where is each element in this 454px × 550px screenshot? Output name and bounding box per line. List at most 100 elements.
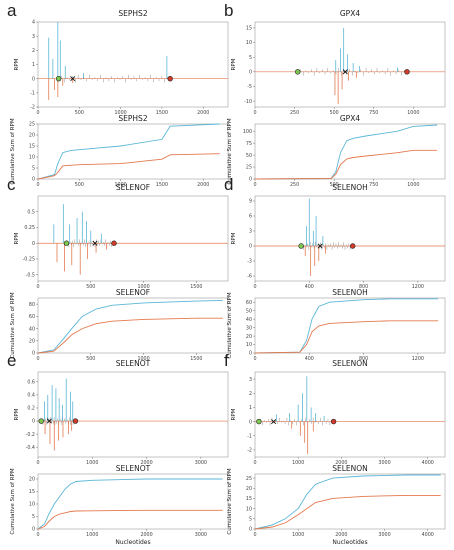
panel-b-rpm-xtick-label: 500	[330, 110, 339, 116]
panel-a-rpm-ytick-label: -2	[30, 105, 35, 111]
panel-b-cumsum-ytick-label: 0	[249, 177, 252, 183]
panel-a-rpm-ytick-label: 0	[32, 76, 35, 82]
panel-e-rpm-title: SELENOT	[116, 359, 151, 368]
panel-a-rpm-xtick-label: 500	[75, 110, 84, 116]
panel-e-rpm-xtick-label: 3000	[195, 460, 207, 466]
panel-c-cumsum-xtick-label: 500	[86, 356, 95, 362]
panel-b-rpm-stop-codon-marker	[404, 69, 410, 75]
panel-a-rpm-xtick-label: 2000	[197, 110, 209, 116]
panel-a-cumsum-xtick-label: 1500	[156, 182, 168, 188]
panel-c-rpm-ytick-label: 0.5	[27, 209, 35, 215]
panel-b-cumsum-xtick-label: 750	[369, 182, 378, 188]
panel-a-rpm-start-codon-marker	[55, 75, 62, 82]
panel-d-cumsum-series-blue	[254, 298, 439, 354]
panel-c-rpm-xtick-label: 0	[36, 284, 39, 290]
panel-f-rpm-title: SELENON	[332, 359, 368, 368]
panel-e-cumsum-ytick-label: 20	[29, 477, 35, 483]
panel-f-rpm-ytick-label: 3	[249, 377, 252, 383]
panel-e-rpm-ytick-label: 0	[32, 419, 35, 425]
panel-f-rpm-sec-codon-marker	[271, 419, 277, 425]
panel-c-rpm-sec-codon-marker	[92, 240, 98, 246]
panel-b-rpm-ytick-label: -10	[244, 99, 252, 105]
panel-e-rpm-stop-codon-marker	[72, 418, 79, 424]
panel-d-rpm-xtick-label: 400	[305, 284, 314, 290]
panel-e-cumsum-ylabel: Cumulative Sum of RPM	[10, 468, 16, 534]
panel-f-rpm-xtick-label: 4000	[422, 460, 434, 466]
panel-f-rpm-ytick-label: 2	[249, 391, 252, 397]
panel-b-cumsum-xtick-label: 0	[253, 182, 256, 188]
panel-f-cumsum-xtick-label: 1000	[292, 532, 304, 538]
panel-f-rpm-ytick-label: 1	[249, 405, 252, 411]
panel-c-rpm-xtick-label: 1000	[137, 284, 149, 290]
panel-f-rpm-ytick-label: -2	[247, 448, 252, 454]
panel-f-rpm-ytick-label: 0	[249, 419, 252, 425]
panel-b-cumsum-title: GPX4	[340, 114, 360, 123]
panel-e-cumsum-ytick-label: 15	[29, 489, 35, 495]
panel-b-rpm-start-codon-marker	[295, 69, 301, 75]
panel-c-cumsum-ylabel: Cumulative Sum of RPM	[10, 292, 16, 358]
panel-a-rpm-ytick-label: 3	[32, 34, 35, 40]
panel-c-cumsum-ytick-label: 0	[32, 351, 35, 357]
panel-e-rpm-xtick-label: 0	[36, 460, 39, 466]
panel-b-rpm-ytick-label: -5	[247, 84, 252, 90]
panel-e-cumsum-frame	[37, 473, 229, 530]
panel-c-rpm-ytick-label: -0.25	[23, 257, 35, 263]
panel-e-rpm-xtick-label: 2000	[140, 460, 152, 466]
panel-e-cumsum-title: SELENOT	[116, 464, 151, 473]
panel-f-rpm-xtick-label: 3000	[378, 460, 390, 466]
panel-d-rpm-stop-codon-marker	[350, 243, 356, 249]
panel-a-cumsum-ytick-label: 25	[29, 122, 35, 128]
panel-f-cumsum-xtick-label: 2000	[335, 532, 347, 538]
panel-f-rpm-ytick-label: -1	[247, 433, 252, 439]
panel-letter-a: a	[7, 1, 17, 20]
panel-a-rpm-ytick-label: 1	[32, 62, 35, 68]
panel-f-cumsum-series-blue	[254, 474, 441, 530]
panel-b-rpm-ytick-label: 5	[249, 55, 252, 61]
panel-d-cumsum-xtick-label: 0	[253, 356, 256, 362]
panel-f-rpm-xtick-label: 1000	[292, 460, 304, 466]
panel-letter-e: e	[7, 351, 16, 370]
panel-a-cumsum-frame	[37, 123, 229, 180]
panel-d-cumsum-ytick-label: 40	[246, 317, 252, 323]
panel-f-cumsum-ylabel: Cumulative Sum of RPM	[227, 468, 233, 534]
panel-b-rpm-xtick-label: 0	[253, 110, 256, 116]
panel-b-cumsum-ytick-label: 75	[246, 141, 252, 147]
panel-b-cumsum-xtick-label: 1000	[407, 182, 419, 188]
panel-c-cumsum-xtick-label: 1000	[137, 356, 149, 362]
panel-f-cumsum-ytick-label: 5	[249, 517, 252, 523]
panel-c-cumsum-series-orange	[37, 317, 223, 354]
panel-d-rpm-xtick-label: 800	[359, 284, 368, 290]
panel-a-rpm-sec-codon-marker	[70, 76, 76, 82]
panel-e-rpm-start-codon-marker	[38, 418, 44, 424]
panel-d-rpm-ytick-label: -6	[247, 274, 252, 280]
panel-d-rpm-frame	[254, 195, 446, 282]
panel-d-cumsum-ytick-label: 30	[246, 325, 252, 331]
panel-d-cumsum-ytick-label: 20	[246, 334, 252, 340]
panel-a-rpm-frame	[37, 21, 229, 108]
panel-f-cumsum-frame	[254, 473, 446, 530]
panel-b-rpm-frame	[254, 21, 446, 108]
panel-c-rpm-stop-codon-marker	[111, 240, 117, 246]
panel-a-rpm-xtick-label: 1500	[156, 110, 168, 116]
panel-f-rpm-start-codon-marker	[256, 418, 262, 425]
panel-d-rpm-title: SELENOH	[332, 183, 368, 192]
panel-f-rpm-xtick-label: 0	[253, 460, 256, 466]
panel-d-rpm-ylabel: RPM	[231, 232, 237, 244]
panel-c-cumsum-ytick-label: 80	[29, 302, 35, 308]
panel-d-cumsum-ytick-label: 50	[246, 308, 252, 314]
panel-a-cumsum-xtick-label: 0	[36, 182, 39, 188]
panel-c-rpm-start-codon-marker	[63, 240, 70, 246]
panel-a-cumsum-ytick-label: 15	[29, 144, 35, 150]
panel-a-cumsum-xtick-label: 2000	[197, 182, 209, 188]
panel-d-rpm-ytick-label: -3	[247, 259, 252, 265]
panel-e-rpm-ytick-label: 0.4	[27, 393, 35, 399]
panel-e-cumsum-ytick-label: 5	[32, 514, 35, 520]
panel-letter-b: b	[224, 1, 233, 20]
panel-a-rpm-xtick-label: 0	[36, 110, 39, 116]
panel-f-cumsum-ytick-label: 15	[246, 496, 252, 502]
panel-f-rpm-xtick-label: 2000	[335, 460, 347, 466]
panel-d-cumsum-ytick-label: 60	[246, 300, 252, 306]
panel-c-rpm-ytick-label: -0.5	[26, 272, 35, 278]
panel-letter-f: f	[224, 351, 229, 370]
panel-e-cumsum-xtick-label: 1000	[86, 532, 98, 538]
